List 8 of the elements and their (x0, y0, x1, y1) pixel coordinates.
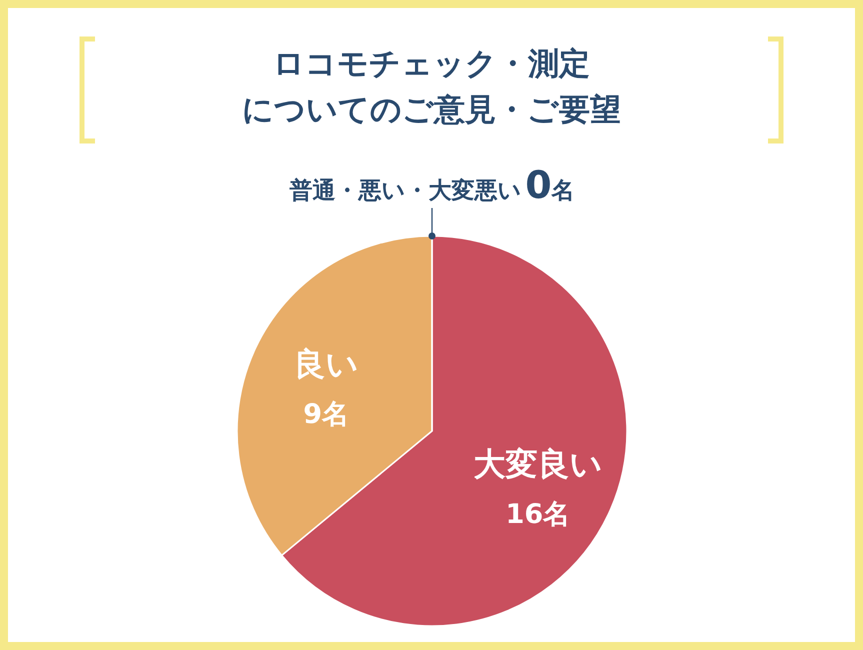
slice-label: 大変良い (473, 444, 602, 483)
text: 0名 (525, 163, 575, 207)
data-label: 9名 (303, 399, 350, 430)
data-label: 16名 (506, 498, 570, 530)
category-label: 普通・悪い・大変悪い (289, 178, 522, 204)
slice-label: 良い (294, 345, 359, 384)
chart-title: ロコモチェック・測定 (273, 46, 590, 82)
chart-subtitle: についてのご意見・ご要望 (242, 92, 621, 128)
